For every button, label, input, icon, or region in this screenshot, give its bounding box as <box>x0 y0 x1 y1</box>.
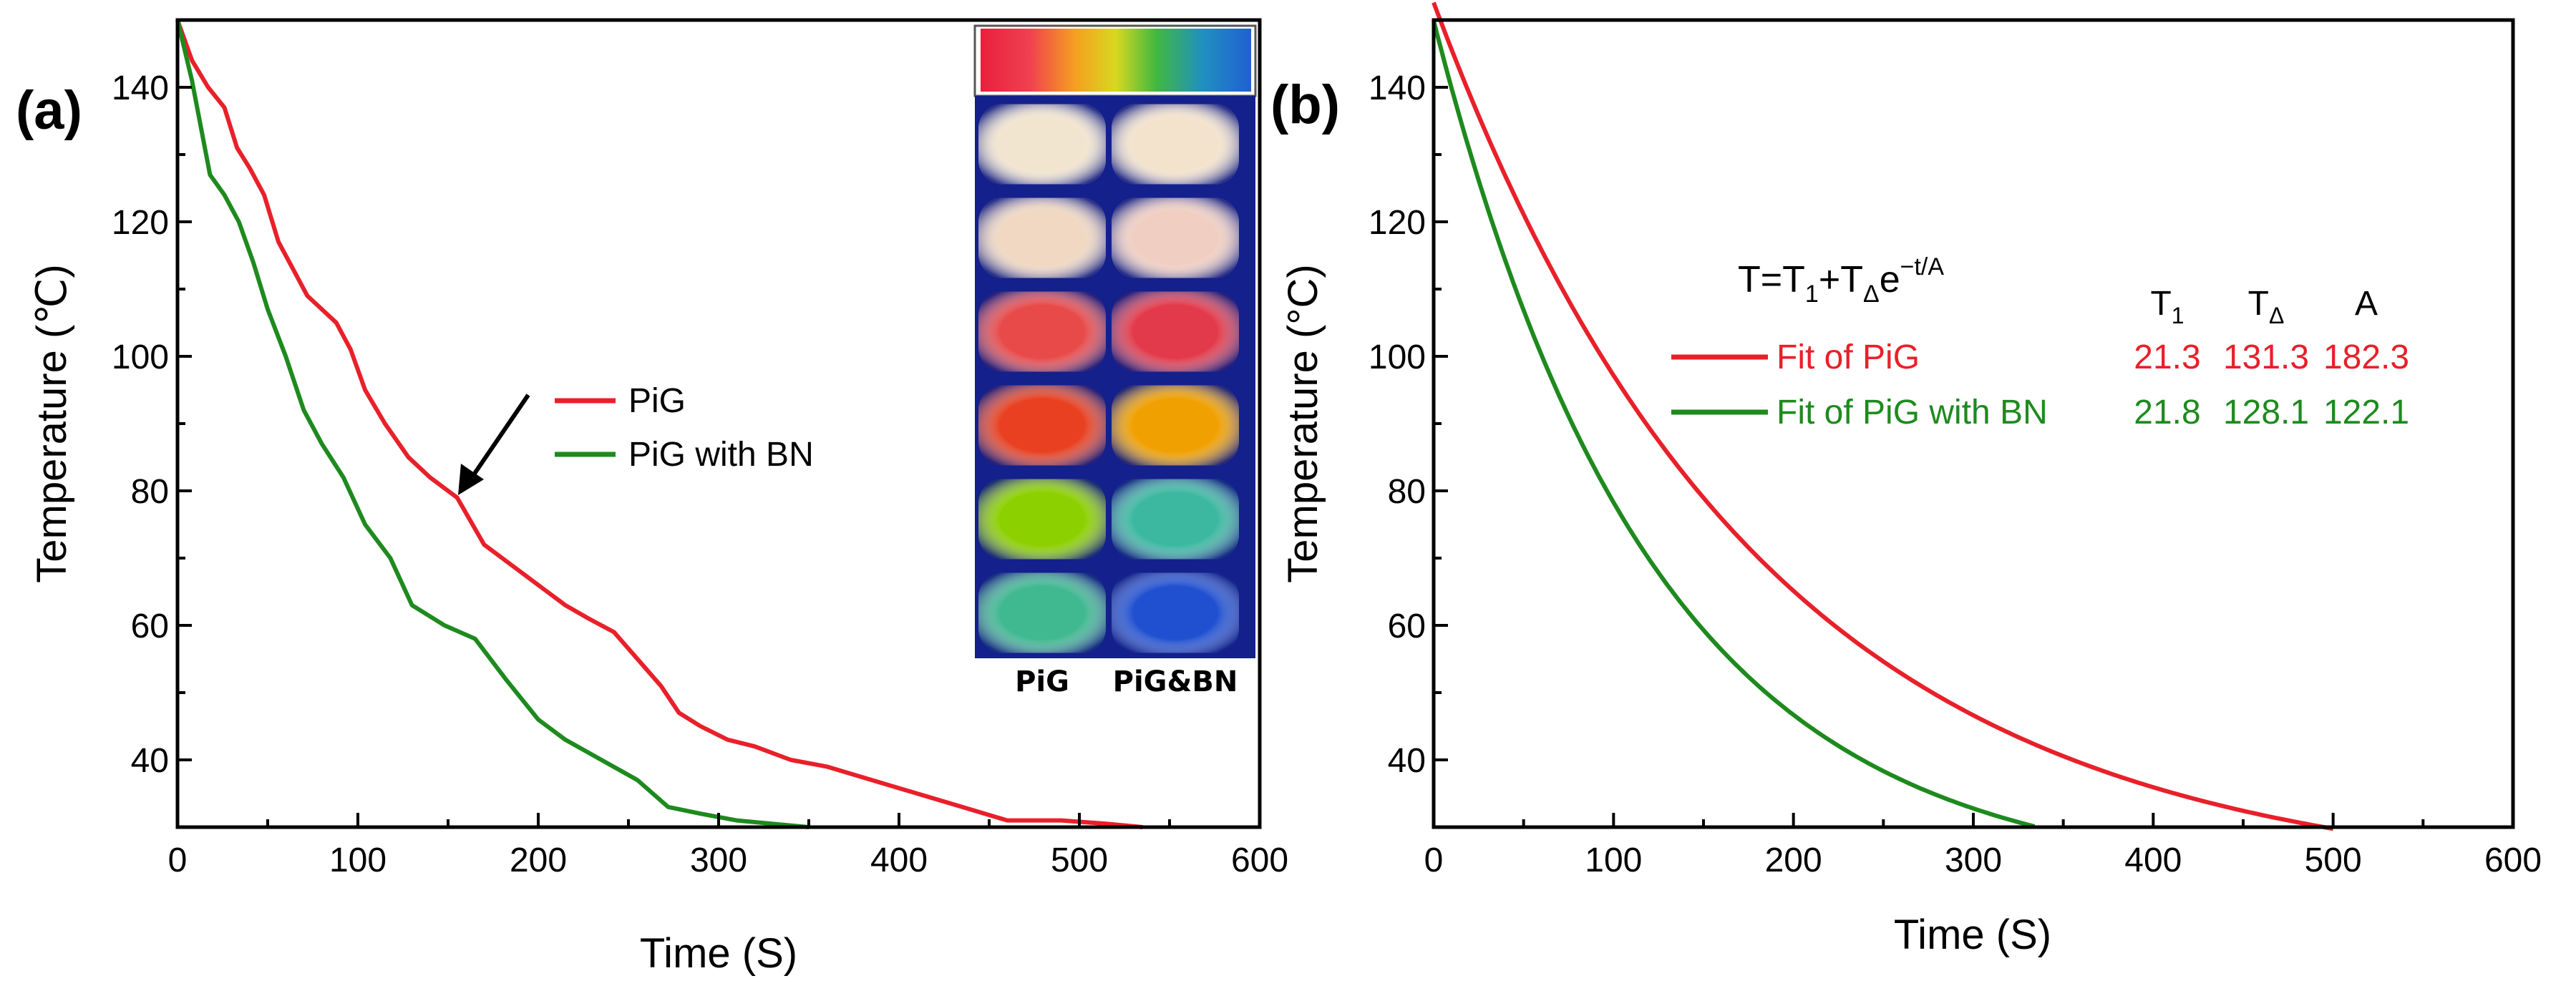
fit-pig-tdelta: 131.3 <box>2223 338 2309 376</box>
panel-a-ylabel: Temperature (℃) <box>29 264 75 582</box>
fit-equation: T=T1+TΔe−t/A <box>1738 253 1944 308</box>
panel-a-x-tick-label: 200 <box>510 841 567 879</box>
annotation-arrow-head <box>458 464 484 495</box>
panel-b-x-tick-label: 400 <box>2124 841 2182 879</box>
panel-b-y-tick-label: 140 <box>1369 69 1426 107</box>
fit-bn-t1: 21.8 <box>2134 394 2200 431</box>
panel-a-xlabel: Time (S) <box>640 930 797 977</box>
panel-b-y-tick-label: 100 <box>1369 338 1426 376</box>
panel-b-x-tick-label: 300 <box>1945 841 2002 879</box>
panel-a-x-tick-label: 400 <box>870 841 928 879</box>
panel-a-ticks: 0 100 200 300 400 500 600 40 60 80 100 120 140 <box>112 19 1288 879</box>
fit-line-pig-with-bn <box>1432 20 2036 829</box>
panel-b-x-tick-label: 500 <box>2305 841 2362 879</box>
header-t1: T1 <box>2150 285 2184 328</box>
legend-fit-pig-label: Fit of PiG <box>1777 338 1920 376</box>
panel-b-y-tick-label: 40 <box>1388 742 1426 780</box>
panel-a-y-tick-label: 40 <box>131 742 169 780</box>
panel-b-y-tick-label: 80 <box>1388 473 1426 511</box>
panel-a: (a) 0 100 200 300 400 500 600 40 60 80 100 120 140 P… <box>16 18 1288 977</box>
thermal-inset: PiG PiG&BN <box>973 24 1257 698</box>
panel-b-x-tick-label: 0 <box>1424 841 1444 879</box>
thermal-cell-shade <box>1112 479 1239 560</box>
inset-label-pig: PiG <box>1015 665 1069 698</box>
panel-a-y-tick-label: 100 <box>112 338 169 376</box>
panel-b-y-tick-label: 60 <box>1388 607 1426 645</box>
legend-pig-label: PiG <box>628 382 686 420</box>
thermal-cell-shade <box>1112 385 1239 466</box>
series-line-pig <box>175 19 1143 829</box>
panel-b-x-tick-label: 100 <box>1585 841 1642 879</box>
thermal-cell-shade <box>978 572 1106 653</box>
thermal-cell-shade <box>978 291 1106 372</box>
panel-a-y-tick-label: 120 <box>112 204 169 242</box>
thermal-cell-shade <box>978 479 1106 560</box>
annotation-arrow-shaft <box>467 394 530 482</box>
panel-a-x-tick-label: 600 <box>1231 841 1288 879</box>
panel-a-x-tick-label: 100 <box>329 841 387 879</box>
thermal-cell-shade <box>978 104 1106 185</box>
panel-b-label: (b) <box>1270 74 1340 135</box>
series-line-pig-with-bn <box>175 19 810 829</box>
panel-a-x-tick-label: 0 <box>168 841 188 879</box>
thermal-image-background <box>975 96 1255 658</box>
thermal-cell-shade <box>1112 291 1239 372</box>
panel-a-x-tick-label: 500 <box>1051 841 1108 879</box>
panel-a-label: (a) <box>16 80 82 141</box>
thermal-cells <box>978 104 1239 653</box>
panel-a-y-tick-label: 60 <box>131 607 169 645</box>
thermal-cell-shade <box>978 385 1106 466</box>
panel-b-ylabel: Temperature (°C) <box>1280 264 1326 582</box>
fit-bn-a: 122.1 <box>2323 394 2409 431</box>
inset-label-pig-bn: PiG&BN <box>1113 665 1238 698</box>
panel-b-series-group <box>1432 1 2334 831</box>
panel-b-ticks: 0 100 200 300 400 500 600 40 60 80 100 120 140 <box>1369 19 2542 879</box>
header-a: A <box>2355 285 2378 323</box>
panel-a-y-tick-label: 140 <box>112 69 169 107</box>
fit-pig-a: 182.3 <box>2323 338 2409 376</box>
panel-a-x-tick-label: 300 <box>690 841 747 879</box>
fit-line-pig <box>1432 1 2334 831</box>
panel-b-x-tick-label: 200 <box>1765 841 1822 879</box>
panel-b-xlabel: Time (S) <box>1894 912 2051 958</box>
thermal-colorbar <box>981 29 1251 92</box>
fit-pig-t1: 21.3 <box>2134 338 2200 376</box>
panel-a-y-tick-label: 80 <box>131 473 169 511</box>
panel-a-series-group <box>175 19 1143 829</box>
fit-bn-tdelta: 128.1 <box>2223 394 2309 431</box>
thermal-cell-shade <box>1112 572 1239 653</box>
legend-bn-label: PiG with BN <box>628 436 814 474</box>
thermal-cell-shade <box>978 197 1106 278</box>
header-tdelta: TΔ <box>2248 285 2285 328</box>
thermal-cell-shade <box>1112 104 1239 185</box>
panel-b-y-tick-label: 120 <box>1369 204 1426 242</box>
thermal-cell-shade <box>1112 197 1239 278</box>
legend-fit-bn-label: Fit of PiG with BN <box>1777 394 2048 431</box>
panel-b: (b) 0 100 200 300 400 500 600 40 60 80 100 120 140 T… <box>1270 1 2542 958</box>
panel-b-x-tick-label: 600 <box>2484 841 2542 879</box>
